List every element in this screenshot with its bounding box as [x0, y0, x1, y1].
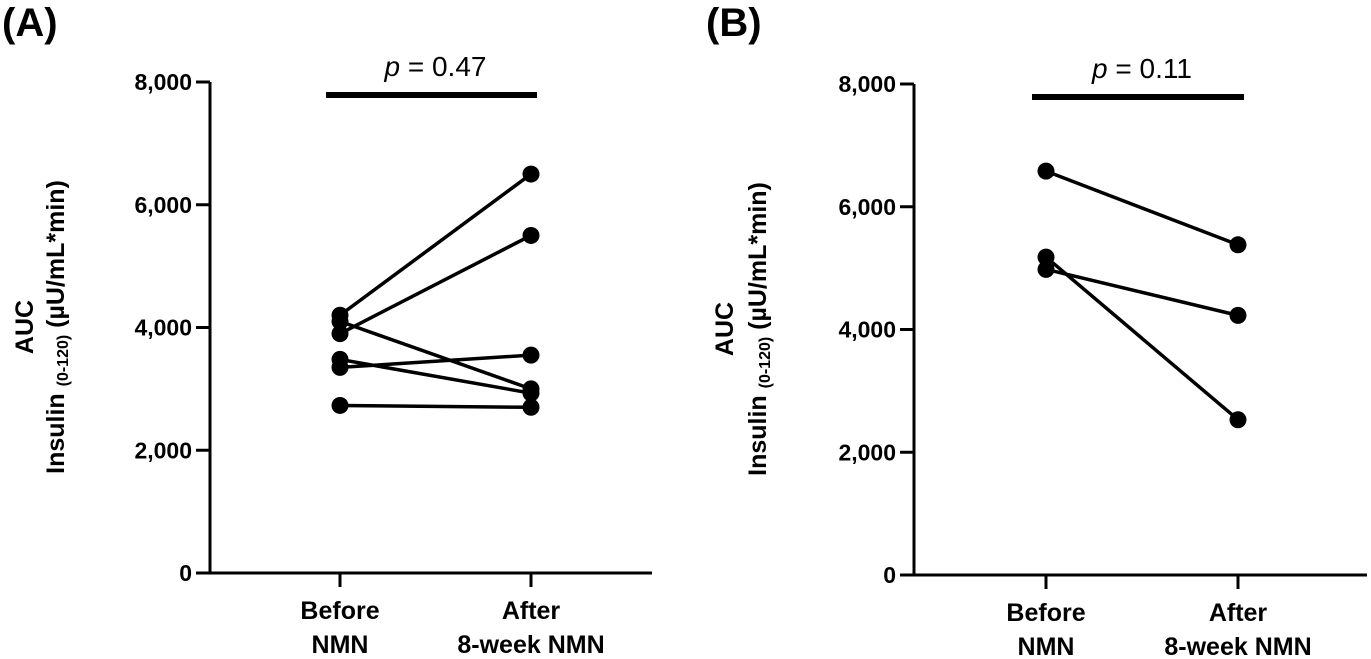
series-line-2	[1045, 267, 1239, 318]
p-value-annotation: p = 0.11	[1091, 53, 1192, 84]
data-point-after-4	[522, 384, 540, 402]
y-tick-label: 0	[883, 562, 896, 588]
y-axis-label-main: Insulin	[42, 386, 70, 474]
y-axis-label-line1: AUC	[11, 300, 39, 354]
chart-panel-2: (B) 0 2,000 4,000 6,000 8,000 Before NMN After 8-…	[706, 1, 1367, 659]
data-point-before-3	[1037, 248, 1055, 266]
series-line-5	[339, 353, 532, 370]
chart-panel-1: (A) 0 2,000 4,000 6,000 8,000 Before NMN After 8-…	[2, 1, 652, 659]
x-tick-label: NMN	[312, 631, 369, 659]
series-line-3	[1044, 255, 1240, 422]
series-line-1	[338, 172, 533, 317]
data-point-before-1	[1037, 162, 1055, 180]
data-point-after-1	[1229, 236, 1247, 254]
panel-label: (A)	[2, 1, 58, 45]
data-point-after-6	[522, 398, 540, 416]
x-tick-label: NMN	[1018, 633, 1075, 659]
x-tick-label: Before	[1006, 599, 1085, 627]
y-tick-label: 4,000	[134, 315, 192, 341]
x-tick-label: After	[1209, 599, 1268, 627]
y-axis-label-line2: Insulin (0-120) (µU/mL*min)	[744, 182, 774, 476]
y-axis-label-line1: AUC	[711, 302, 739, 356]
y-tick-label: 6,000	[134, 192, 192, 218]
y-axis-label-unit: (µU/mL*min)	[42, 180, 70, 335]
data-point-before-3	[331, 312, 349, 330]
data-point-before-6	[331, 396, 349, 414]
x-tick-label: After	[502, 597, 561, 625]
x-tick-label: 8-week NMN	[1164, 633, 1311, 659]
p-value-text: = 0.47	[400, 51, 486, 82]
y-tick-label: 8,000	[838, 71, 896, 97]
y-tick-label: 2,000	[134, 437, 192, 463]
series-line-2	[339, 233, 532, 336]
data-point-before-2	[331, 325, 349, 343]
y-tick-label: 6,000	[838, 194, 896, 220]
p-symbol: p	[384, 51, 401, 82]
y-axis-label-line2: Insulin (0-120) (µU/mL*min)	[42, 180, 72, 474]
y-axis-label-sub: (0-120)	[55, 335, 72, 387]
data-point-before-5	[331, 358, 349, 376]
data-point-after-3	[1229, 411, 1247, 429]
data-point-after-2	[1229, 306, 1247, 324]
data-point-after-1	[522, 165, 540, 183]
y-tick-label: 8,000	[134, 69, 192, 95]
p-value-text: = 0.11	[1108, 53, 1192, 84]
series-line-1	[1045, 169, 1239, 247]
y-tick-label: 2,000	[838, 439, 896, 465]
x-tick-label: 8-week NMN	[457, 631, 604, 659]
y-axis-label-unit: (µU/mL*min)	[744, 182, 772, 337]
y-tick-label: 4,000	[838, 317, 896, 343]
series-line-6	[339, 403, 532, 410]
panel-label: (B)	[706, 1, 762, 45]
data-point-after-5	[522, 346, 540, 364]
series-line-3	[339, 319, 532, 391]
x-tick-label: Before	[300, 597, 379, 625]
y-axis-label-main: Insulin	[744, 388, 772, 476]
p-symbol: p	[1091, 53, 1108, 84]
p-value-annotation: p = 0.47	[384, 51, 487, 82]
data-point-after-2	[522, 226, 540, 244]
y-axis-label-sub: (0-120)	[757, 337, 774, 389]
data-point-before-2	[1037, 260, 1055, 278]
y-tick-label: 0	[179, 560, 192, 586]
